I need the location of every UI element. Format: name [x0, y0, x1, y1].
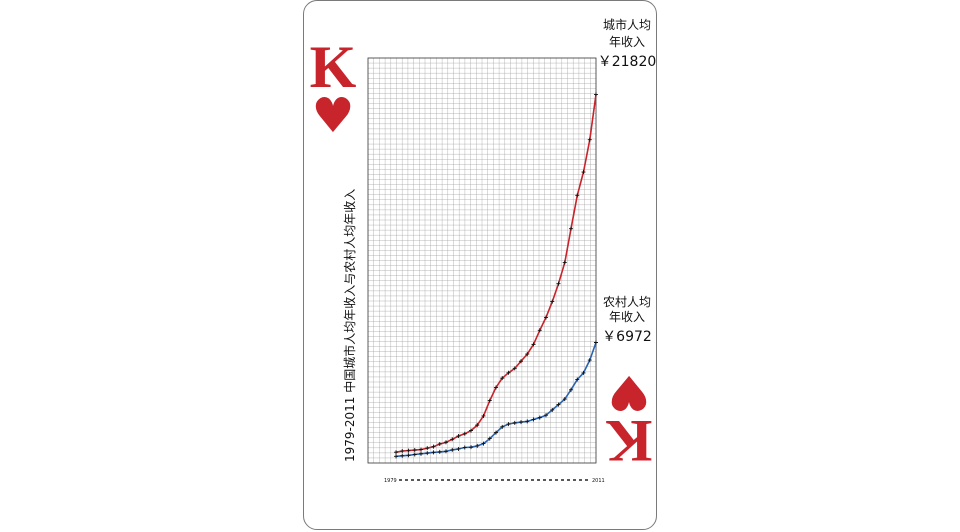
rural-data-point — [406, 453, 411, 458]
urban-data-point — [469, 428, 473, 433]
urban-data-point — [431, 444, 436, 449]
rural-data-point — [531, 417, 536, 422]
rural-data-point — [431, 450, 436, 455]
heart-suit-icon-top: ♥ — [311, 88, 354, 144]
rural-data-point — [412, 452, 417, 457]
urban-data-point — [537, 328, 542, 333]
urban-label-line1: 城市人均 — [603, 17, 651, 32]
rural-data-point — [400, 453, 405, 458]
urban-data-point — [444, 440, 448, 445]
plot-grid — [368, 58, 596, 463]
rural-label-value: ￥6972 — [602, 329, 652, 345]
urban-data-point — [556, 281, 561, 286]
rural-data-point — [450, 447, 455, 452]
urban-data-point — [450, 437, 455, 442]
rural-data-point — [475, 443, 480, 448]
rural-end-label: 农村人均 年收入 ￥6972 — [602, 295, 652, 345]
rural-data-point — [569, 387, 573, 392]
urban-data-point — [412, 448, 417, 453]
rural-data-point — [550, 407, 555, 412]
series-layer — [394, 92, 598, 459]
rural-data-point — [525, 419, 530, 424]
urban-data-point — [456, 434, 461, 439]
urban-label-line2: 年收入 — [609, 35, 645, 49]
urban-data-point — [544, 315, 548, 320]
rural-data-point — [506, 422, 511, 427]
urban-data-point — [462, 431, 467, 436]
rural-data-point — [456, 446, 461, 451]
x-start-label: 1979 — [384, 478, 397, 484]
rural-data-point — [519, 420, 523, 425]
urban-data-point — [550, 299, 555, 304]
urban-label-value: ￥21820 — [598, 54, 657, 70]
urban-data-point — [481, 413, 486, 418]
plot-frame — [367, 57, 597, 464]
rural-data-point — [562, 397, 567, 402]
rural-data-point — [437, 449, 442, 454]
rural-data-point — [587, 358, 592, 363]
urban-data-point — [506, 370, 511, 375]
urban-data-point — [562, 260, 567, 265]
urban-end-label: 城市人均 年收入 ￥21820 — [598, 17, 657, 70]
urban-data-point — [437, 441, 442, 446]
chart-title: 1979-2011 中国城市人均年收入与农村人均年收入 — [342, 189, 357, 462]
rural-data-point — [537, 415, 542, 420]
urban-data-point — [419, 447, 423, 452]
urban-data-point — [569, 226, 573, 231]
rural-data-point — [462, 445, 467, 450]
urban-data-point — [425, 446, 430, 451]
rural-data-point — [425, 451, 430, 456]
urban-data-point — [531, 342, 536, 347]
x-end-label: 2011 — [592, 478, 605, 484]
rural-data-point — [419, 451, 423, 456]
urban-data-point — [512, 366, 517, 371]
rural-data-point — [575, 377, 580, 382]
card-rank-top: K — [310, 34, 357, 100]
heart-suit-icon-bottom: ♥ — [607, 364, 650, 420]
urban-data-point — [575, 193, 580, 198]
urban-data-point — [581, 170, 586, 175]
rural-data-point — [500, 424, 505, 429]
urban-data-point — [400, 449, 405, 454]
rural-data-point — [512, 420, 517, 425]
rural-data-point — [481, 441, 486, 446]
rural-data-point — [544, 413, 548, 418]
urban-data-point — [525, 352, 530, 357]
urban-data-point — [594, 92, 598, 97]
rural-data-point — [556, 402, 561, 407]
urban-data-point — [494, 385, 498, 390]
urban-data-point — [519, 359, 523, 364]
card-rank-bottom: K — [605, 408, 652, 474]
rural-data-point — [444, 449, 448, 454]
urban-data-point — [475, 423, 480, 428]
rural-data-point — [494, 430, 498, 435]
rural-data-point — [394, 454, 398, 459]
urban-data-point — [394, 450, 398, 455]
rural-data-point — [487, 436, 492, 441]
rural-data-point — [469, 445, 473, 450]
urban-data-point — [487, 398, 492, 403]
rural-label-line2: 年收入 — [609, 310, 645, 324]
urban-data-point — [406, 448, 411, 453]
urban-data-point — [587, 137, 592, 142]
rural-data-point — [581, 370, 586, 375]
urban-data-point — [500, 376, 505, 381]
rural-label-line1: 农村人均 — [603, 295, 651, 309]
rural-data-point — [594, 340, 598, 345]
